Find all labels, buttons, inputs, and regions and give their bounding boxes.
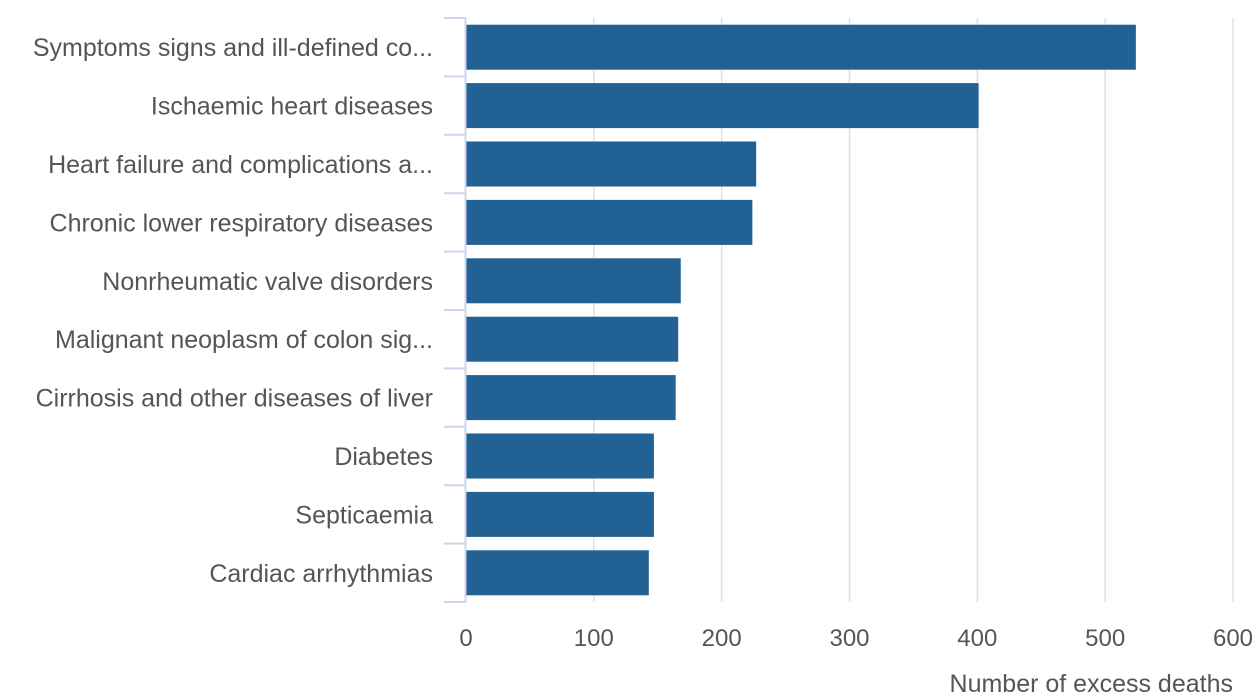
bar[interactable]: [466, 24, 1136, 70]
category-labels: Symptoms signs and ill-defined co... Isch…: [33, 34, 433, 588]
x-tick-label: 600: [1213, 625, 1253, 652]
category-label: Heart failure and complications a...: [48, 151, 433, 179]
category-label: Cirrhosis and other diseases of liver: [36, 385, 433, 413]
bar[interactable]: [466, 83, 979, 129]
bar[interactable]: [466, 316, 679, 362]
category-label: Malignant neoplasm of colon sig...: [55, 326, 433, 354]
x-tick-label: 100: [574, 625, 614, 652]
x-tick-label: 0: [459, 625, 472, 652]
category-label: Symptoms signs and ill-defined co...: [33, 34, 433, 62]
category-label: Nonrheumatic valve disorders: [102, 268, 433, 296]
x-tick-labels: 0 100 200 300 400 500 600: [459, 625, 1253, 652]
x-axis-title: Number of excess deaths: [950, 670, 1233, 695]
category-label: Ischaemic heart diseases: [151, 93, 433, 121]
bar[interactable]: [466, 141, 757, 187]
category-label: Diabetes: [334, 443, 433, 471]
category-label: Cardiac arrhythmias: [209, 560, 433, 588]
x-tick-label: 200: [702, 625, 742, 652]
bar[interactable]: [466, 258, 681, 304]
category-label: Chronic lower respiratory diseases: [50, 209, 433, 237]
bar[interactable]: [466, 375, 676, 421]
bar[interactable]: [466, 491, 654, 537]
axes: [444, 17, 467, 603]
bar[interactable]: [466, 199, 753, 245]
x-tick-label: 300: [829, 625, 869, 652]
bar[interactable]: [466, 550, 649, 596]
x-tick-label: 500: [1085, 625, 1125, 652]
category-label: Septicaemia: [295, 501, 433, 529]
bars: [466, 24, 1136, 596]
x-tick-label: 400: [957, 625, 997, 652]
bar[interactable]: [466, 433, 654, 479]
